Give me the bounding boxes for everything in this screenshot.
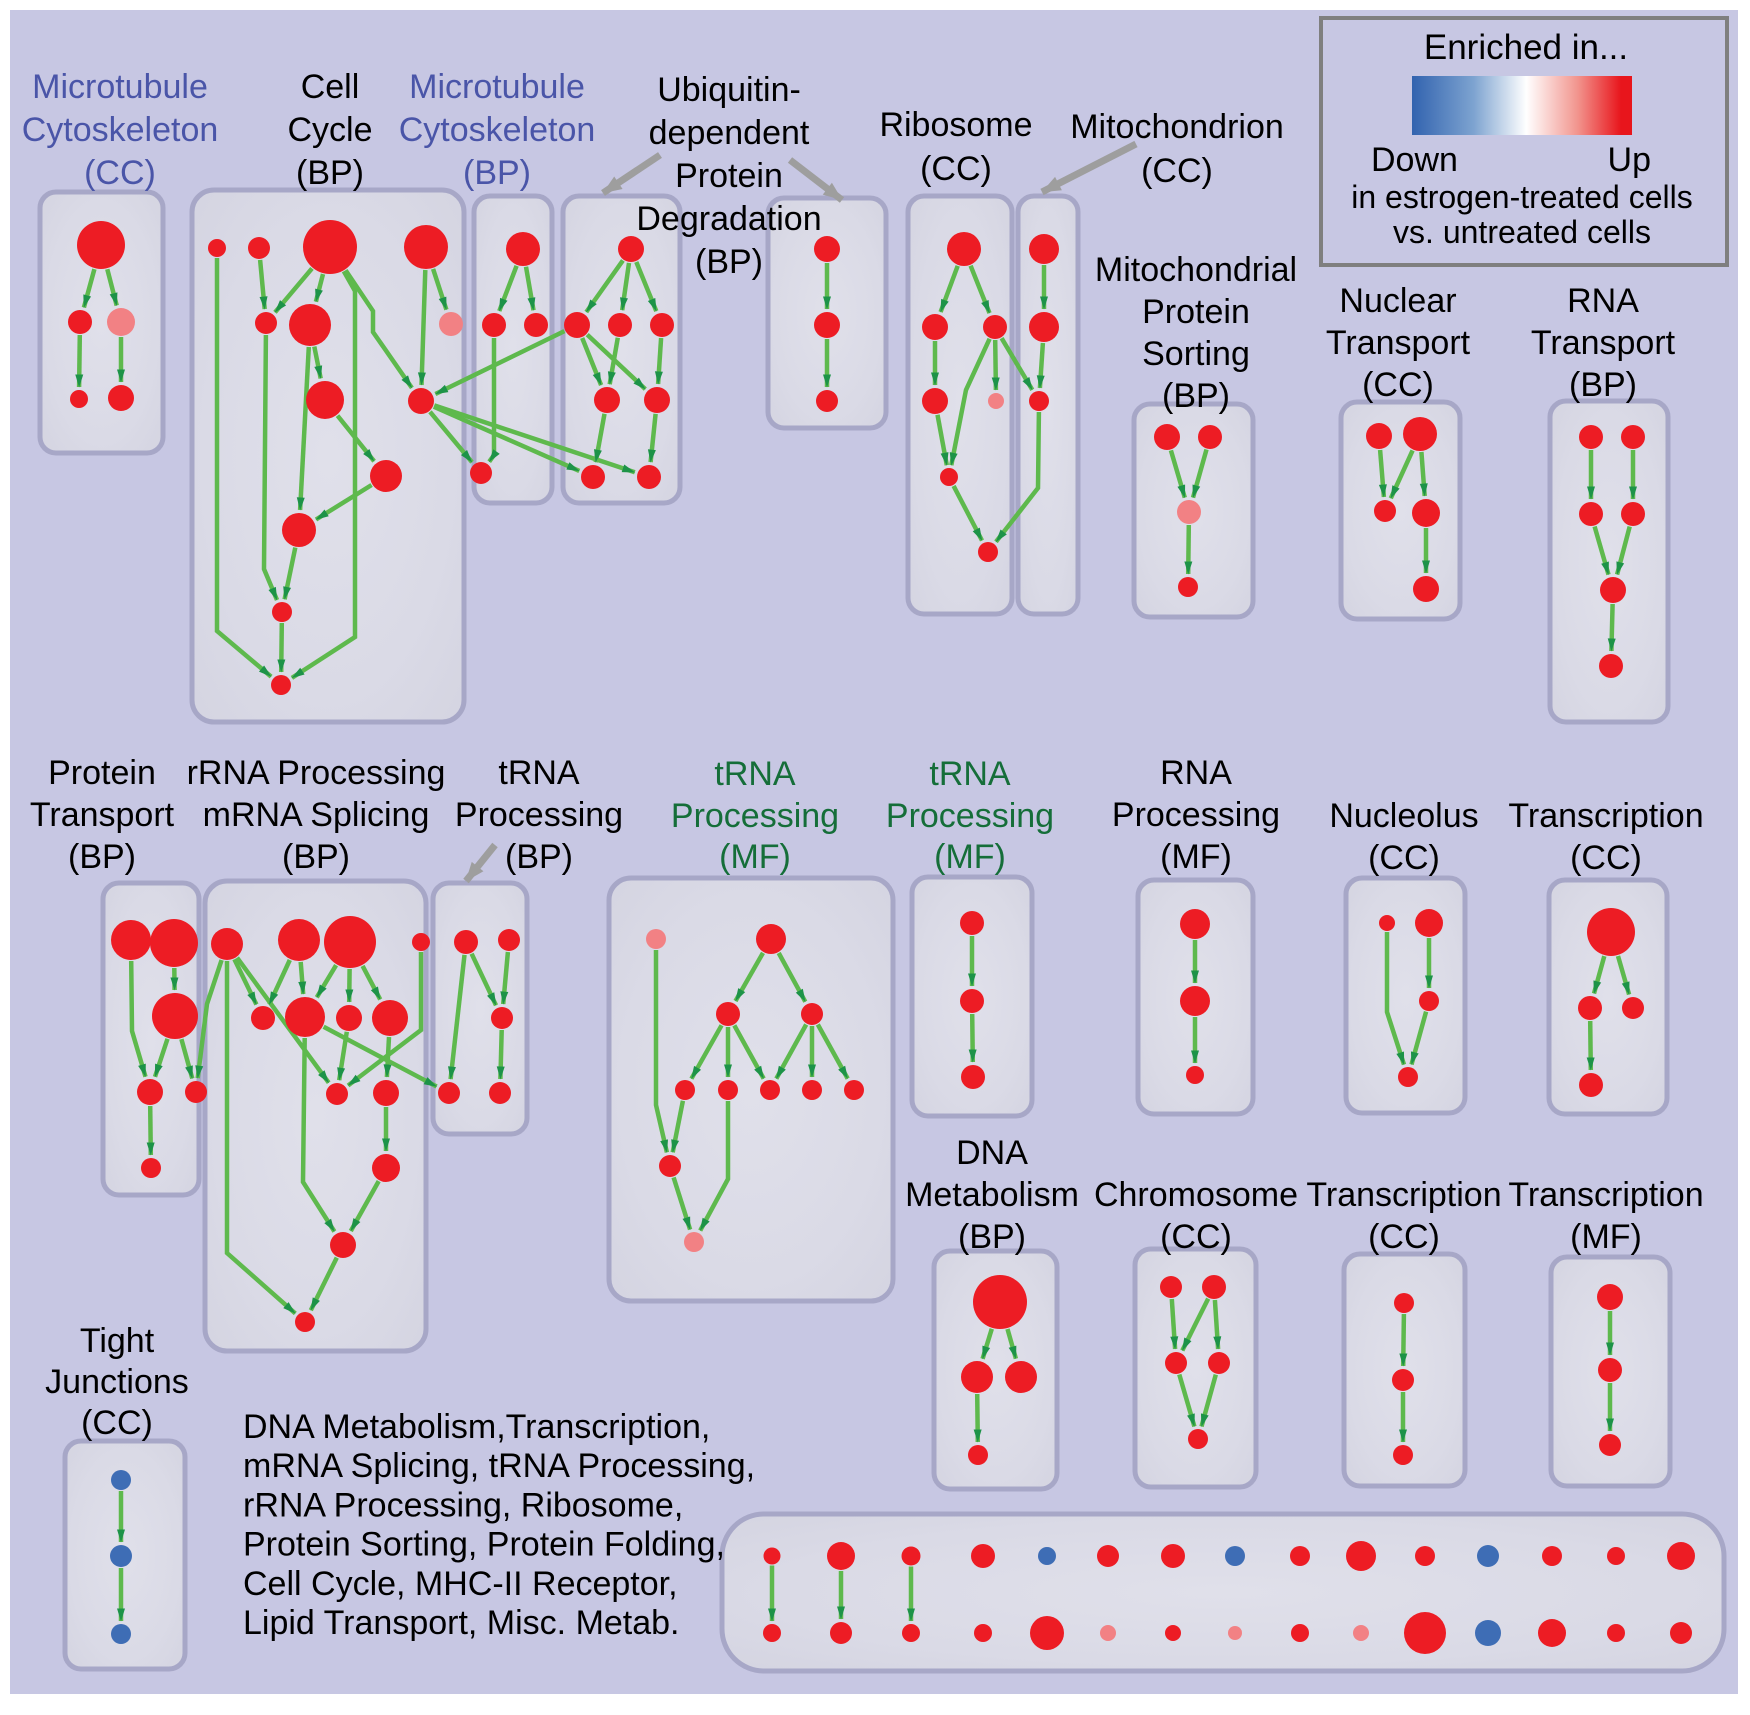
svg-text:Transcription: Transcription bbox=[1508, 797, 1703, 835]
svg-text:Tight: Tight bbox=[80, 1322, 155, 1360]
svg-text:(BP): (BP) bbox=[68, 838, 136, 876]
svg-text:Sorting: Sorting bbox=[1142, 335, 1250, 373]
svg-text:(BP): (BP) bbox=[282, 838, 350, 876]
svg-text:Enriched in...: Enriched in... bbox=[1424, 28, 1628, 67]
svg-text:Mitochondrion: Mitochondrion bbox=[1070, 108, 1284, 146]
svg-text:mRNA Splicing, tRNA Processing: mRNA Splicing, tRNA Processing, bbox=[243, 1447, 755, 1485]
svg-text:(BP): (BP) bbox=[695, 243, 763, 281]
svg-text:(CC): (CC) bbox=[1570, 839, 1642, 877]
svg-text:Protein: Protein bbox=[1142, 293, 1250, 331]
svg-text:Down: Down bbox=[1371, 141, 1458, 179]
svg-text:Ubiquitin-: Ubiquitin- bbox=[657, 71, 801, 109]
svg-text:Protein: Protein bbox=[48, 754, 156, 792]
svg-text:Transport: Transport bbox=[30, 796, 175, 834]
svg-text:Metabolism: Metabolism bbox=[905, 1176, 1079, 1214]
svg-text:Mitochondrial: Mitochondrial bbox=[1095, 251, 1297, 289]
svg-text:(CC): (CC) bbox=[1141, 152, 1213, 190]
svg-text:Microtubule: Microtubule bbox=[32, 68, 208, 106]
svg-text:rRNA Processing: rRNA Processing bbox=[187, 754, 446, 792]
svg-text:Transport: Transport bbox=[1531, 324, 1676, 362]
svg-text:RNA: RNA bbox=[1567, 282, 1639, 320]
svg-text:(CC): (CC) bbox=[1362, 366, 1434, 404]
svg-text:(CC): (CC) bbox=[920, 150, 992, 188]
svg-text:(CC): (CC) bbox=[84, 154, 156, 192]
svg-text:(CC): (CC) bbox=[81, 1404, 153, 1442]
svg-text:Nuclear: Nuclear bbox=[1339, 282, 1456, 320]
svg-text:(CC): (CC) bbox=[1368, 1218, 1440, 1256]
svg-text:Cytoskeleton: Cytoskeleton bbox=[22, 111, 219, 149]
svg-text:Processing: Processing bbox=[886, 797, 1054, 835]
svg-text:RNA: RNA bbox=[1160, 754, 1232, 792]
svg-text:Cytoskeleton: Cytoskeleton bbox=[399, 111, 596, 149]
svg-text:(MF): (MF) bbox=[719, 838, 791, 876]
svg-text:Nucleolus: Nucleolus bbox=[1329, 797, 1478, 835]
svg-text:Junctions: Junctions bbox=[45, 1363, 189, 1401]
svg-text:Transport: Transport bbox=[1326, 324, 1471, 362]
svg-text:(BP): (BP) bbox=[505, 838, 573, 876]
svg-text:(BP): (BP) bbox=[463, 154, 531, 192]
svg-text:Processing: Processing bbox=[1112, 796, 1280, 834]
svg-text:Transcription: Transcription bbox=[1508, 1176, 1703, 1214]
svg-text:Cycle: Cycle bbox=[287, 111, 372, 149]
svg-text:dependent: dependent bbox=[649, 114, 810, 152]
svg-text:(MF): (MF) bbox=[1160, 838, 1232, 876]
svg-text:Up: Up bbox=[1608, 141, 1651, 179]
svg-text:Chromosome: Chromosome bbox=[1094, 1176, 1298, 1214]
svg-text:DNA Metabolism,Transcription,: DNA Metabolism,Transcription, bbox=[243, 1408, 710, 1446]
svg-text:(BP): (BP) bbox=[1569, 366, 1637, 404]
svg-text:(BP): (BP) bbox=[958, 1218, 1026, 1256]
svg-text:Processing: Processing bbox=[671, 797, 839, 835]
svg-text:Cell: Cell bbox=[301, 68, 360, 106]
svg-text:rRNA Processing, Ribosome,: rRNA Processing, Ribosome, bbox=[243, 1486, 683, 1524]
svg-text:(BP): (BP) bbox=[1162, 377, 1230, 415]
svg-text:Degradation: Degradation bbox=[636, 200, 821, 238]
svg-text:Ribosome: Ribosome bbox=[879, 106, 1032, 144]
svg-text:in estrogen-treated cells: in estrogen-treated cells bbox=[1351, 179, 1693, 215]
svg-text:Processing: Processing bbox=[455, 796, 623, 834]
svg-text:Transcription: Transcription bbox=[1306, 1176, 1501, 1214]
svg-text:Protein: Protein bbox=[675, 157, 783, 195]
svg-text:(BP): (BP) bbox=[296, 154, 364, 192]
svg-text:(CC): (CC) bbox=[1160, 1218, 1232, 1256]
svg-text:mRNA Splicing: mRNA Splicing bbox=[203, 796, 430, 834]
svg-text:(MF): (MF) bbox=[1570, 1218, 1642, 1256]
svg-text:Cell Cycle, MHC-II Receptor,: Cell Cycle, MHC-II Receptor, bbox=[243, 1565, 678, 1603]
svg-text:tRNA: tRNA bbox=[714, 755, 796, 793]
svg-text:tRNA: tRNA bbox=[929, 755, 1011, 793]
svg-text:Lipid Transport, Misc. Metab.: Lipid Transport, Misc. Metab. bbox=[243, 1604, 680, 1642]
svg-text:vs. untreated cells: vs. untreated cells bbox=[1393, 214, 1651, 250]
svg-text:tRNA: tRNA bbox=[498, 754, 580, 792]
svg-text:(MF): (MF) bbox=[934, 838, 1006, 876]
svg-text:Microtubule: Microtubule bbox=[409, 68, 585, 106]
svg-text:DNA: DNA bbox=[956, 1134, 1028, 1172]
svg-text:(CC): (CC) bbox=[1368, 839, 1440, 877]
svg-text:Protein Sorting, Protein Foldi: Protein Sorting, Protein Folding, bbox=[243, 1526, 725, 1564]
